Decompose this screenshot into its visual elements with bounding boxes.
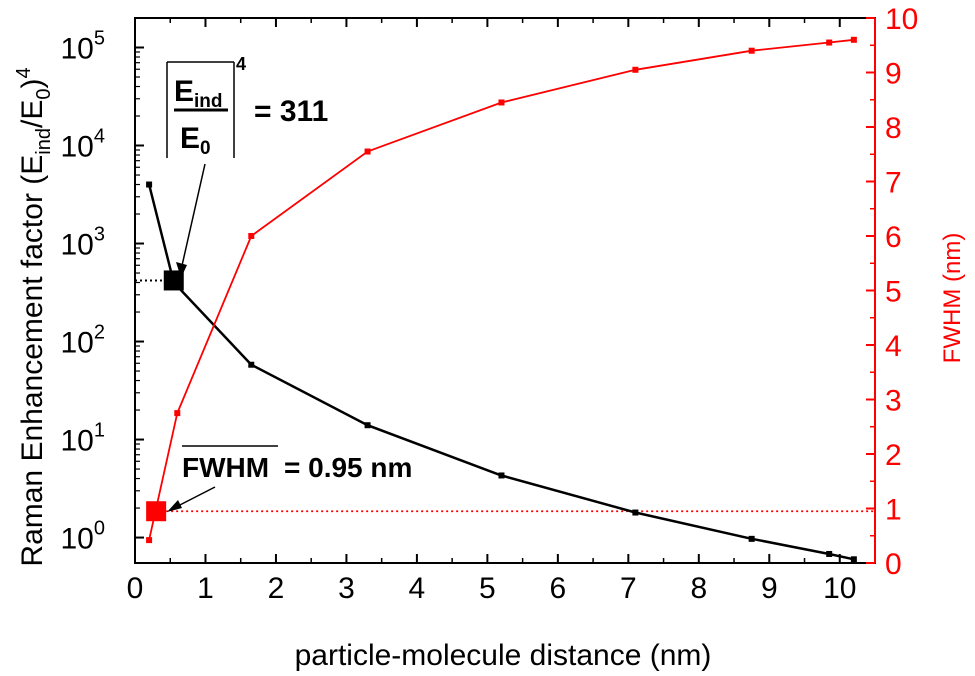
enhancement-value: = 311 bbox=[254, 95, 328, 128]
fwhm-point bbox=[498, 99, 505, 106]
tick-base: 10 bbox=[61, 327, 94, 360]
x-axis-title: particle-molecule distance (nm) bbox=[295, 639, 712, 672]
fwhm-arrow-line bbox=[173, 486, 216, 509]
enhancement-point bbox=[632, 509, 639, 516]
right-y-tick-label: 9 bbox=[885, 58, 902, 91]
tick-exponent: 2 bbox=[94, 322, 105, 344]
fwhm-point bbox=[826, 39, 833, 46]
right-y-tick-label: 4 bbox=[885, 330, 902, 363]
x-tick-label: 4 bbox=[409, 572, 426, 605]
right-y-tick-label: 8 bbox=[885, 112, 902, 145]
tick-base: 10 bbox=[61, 523, 94, 556]
fwhm-point bbox=[632, 66, 639, 73]
right-y-tick-label: 1 bbox=[885, 494, 902, 527]
left-y-axis-title-sub: ind bbox=[33, 128, 55, 155]
x-tick-label: 9 bbox=[761, 572, 778, 605]
left-y-axis-title-sup: 4 bbox=[13, 67, 35, 78]
enhancement-annotation: Eind E0 4 = 311 bbox=[166, 54, 328, 278]
fwhm-point bbox=[146, 537, 153, 544]
numerator-subscript: ind bbox=[194, 91, 223, 112]
right-y-tick-label: 10 bbox=[885, 3, 918, 36]
tick-base: 10 bbox=[61, 131, 94, 164]
x-tick-label: 7 bbox=[620, 572, 637, 605]
enhancement-arrowhead bbox=[176, 262, 187, 278]
fraction-power: 4 bbox=[236, 54, 246, 74]
tick-exponent: 3 bbox=[94, 224, 105, 246]
x-tick-label: 1 bbox=[197, 572, 214, 605]
tick-base: 10 bbox=[61, 229, 94, 262]
tick-base: 10 bbox=[61, 425, 94, 458]
x-tick-label: 3 bbox=[338, 572, 355, 605]
tick-base: 10 bbox=[61, 33, 94, 66]
highlight-markers bbox=[146, 270, 184, 522]
fwhm-point bbox=[364, 148, 371, 155]
left-y-axis-title-part: ) bbox=[16, 79, 49, 89]
right-y-axis: 0 1 2 3 4 5 6 7 8 9 10 bbox=[866, 3, 918, 581]
denominator-subscript: 0 bbox=[200, 138, 211, 159]
series-group bbox=[146, 36, 857, 563]
right-y-tick-label: 3 bbox=[885, 385, 902, 418]
x-axis: 0 1 2 3 4 5 6 7 8 9 10 bbox=[127, 18, 856, 605]
fwhm-point bbox=[174, 410, 181, 417]
x-tick-label: 2 bbox=[268, 572, 285, 605]
fwhm-point bbox=[748, 47, 755, 54]
left-y-tick-label: 101 bbox=[61, 420, 106, 458]
enhancement-highlight-marker bbox=[163, 270, 184, 291]
left-y-axis-title: Raman Enhancement factor (Eind/E0)4 bbox=[13, 67, 55, 566]
x-tick-label: 5 bbox=[479, 572, 496, 605]
enhancement-point bbox=[850, 556, 857, 563]
fwhm-arrowhead bbox=[167, 500, 182, 512]
fraction-denominator: E0 bbox=[180, 122, 211, 159]
fraction-numerator: Eind bbox=[174, 75, 223, 112]
enhancement-point bbox=[748, 535, 755, 542]
enhancement-point bbox=[826, 550, 833, 557]
tick-exponent: 4 bbox=[94, 126, 105, 148]
numerator-base: E bbox=[174, 75, 194, 108]
left-y-axis-title-part: Raman Enhancement factor (E bbox=[16, 155, 49, 567]
right-y-axis-title: FWHM (nm) bbox=[939, 233, 966, 364]
x-tick-label: 6 bbox=[550, 572, 567, 605]
right-y-tick-label: 5 bbox=[885, 276, 902, 309]
tick-exponent: 0 bbox=[94, 518, 105, 540]
tick-exponent: 5 bbox=[94, 28, 105, 50]
left-y-axis-title-part: /E bbox=[16, 100, 49, 128]
left-y-tick-label: 105 bbox=[61, 28, 106, 66]
x-tick-label: 0 bbox=[127, 572, 144, 605]
left-y-axis-title-sub: 0 bbox=[33, 89, 55, 100]
x-tick-label: 8 bbox=[690, 572, 707, 605]
fwhm-value: = 0.95 nm bbox=[284, 452, 412, 483]
left-y-tick-label: 102 bbox=[61, 322, 106, 360]
left-y-tick-label: 104 bbox=[61, 126, 106, 164]
fwhm-point bbox=[248, 233, 255, 239]
enhancement-point bbox=[248, 361, 255, 368]
enhancement-series-line bbox=[147, 184, 855, 561]
right-y-tick-label: 7 bbox=[885, 167, 902, 200]
guide-lines bbox=[135, 279, 875, 513]
enhancement-point bbox=[364, 422, 371, 429]
right-y-tick-label: 6 bbox=[885, 221, 902, 254]
enhancement-point bbox=[498, 472, 505, 479]
fwhm-highlight-marker bbox=[146, 501, 167, 522]
fwhm-annotation: FWHM = 0.95 nm bbox=[167, 445, 412, 512]
right-y-tick-label: 2 bbox=[885, 439, 902, 472]
enhancement-arrow-line bbox=[180, 163, 206, 271]
right-y-tick-label: 0 bbox=[885, 548, 902, 581]
x-tick-label: 10 bbox=[823, 572, 856, 605]
fwhm-point bbox=[850, 36, 857, 43]
enhancement-point bbox=[146, 181, 153, 188]
fwhm-label: FWHM bbox=[182, 452, 269, 483]
left-y-tick-label: 103 bbox=[61, 224, 106, 262]
left-y-tick-label: 100 bbox=[61, 518, 106, 556]
denominator-base: E bbox=[180, 122, 200, 155]
tick-exponent: 1 bbox=[94, 420, 105, 442]
